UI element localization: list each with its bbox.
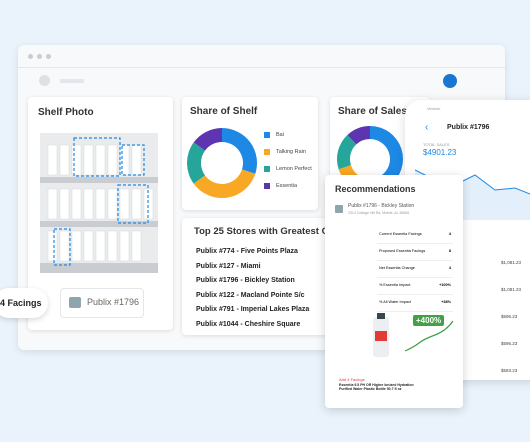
legend-swatch <box>264 132 270 138</box>
metric-value: +100% <box>439 283 451 287</box>
legend-label: Lemon Perfect <box>276 166 312 172</box>
store-row: Publix #1796 - Bickley Station <box>196 277 295 285</box>
store-row: Publix #1044 - Cheshire Square <box>196 320 301 328</box>
impact: +400% <box>413 315 445 326</box>
card-title: Share of Sales <box>338 106 407 117</box>
legend-swatch <box>264 149 270 155</box>
donut <box>187 128 257 198</box>
action: Add 4 Facings <box>339 377 365 382</box>
logo <box>39 75 50 86</box>
amount: $1,081.23 <box>501 287 522 292</box>
store-name: Publix #1796 - Bickley Station <box>348 203 415 209</box>
store-icon <box>335 205 343 213</box>
metric-label: % All Water Impact <box>379 300 411 304</box>
avatar[interactable] <box>443 74 457 88</box>
donut-slice <box>222 128 257 174</box>
metric-label: Net Essentia Change <box>379 266 415 270</box>
store-row: Publix #127 - Miami <box>196 262 261 270</box>
amount: $596.23 <box>501 314 518 319</box>
store-row: Publix #774 - Five Points Plaza <box>196 248 298 255</box>
metric-value: 8 <box>448 249 451 253</box>
amount-list: $1,081.23 $1,081.23 $596.23 $596.23 $593.23 <box>501 260 521 380</box>
store-row: Publix #122 - Macland Pointe S/c <box>196 291 305 299</box>
dot <box>28 54 33 59</box>
store-row: Publix #791 - Imperial Lakes Plaza <box>196 306 310 314</box>
sales-label: TOTAL SALES <box>423 142 450 147</box>
store-label: Publix #1796 <box>87 297 140 307</box>
sales-value: $4901.23 <box>423 148 457 157</box>
dot <box>46 54 51 59</box>
donut-slice <box>347 126 370 145</box>
shelf-board <box>40 221 158 227</box>
metric-row: % Essentia Impact +100% <box>377 278 453 295</box>
shelf-card: Shelf Photo Publix #1796 <box>28 97 173 330</box>
donut-slice <box>193 128 222 151</box>
card-title: Shelf Photo <box>38 107 94 118</box>
trend <box>404 320 454 352</box>
card-title: Top 25 Stores with Greatest Op <box>194 226 332 237</box>
panel-title: Recommendations <box>335 184 416 194</box>
nav <box>60 79 84 83</box>
donut-slice <box>370 126 403 186</box>
shelf-image <box>40 133 158 273</box>
shelf-board <box>40 177 158 183</box>
metric-value: +38% <box>441 300 451 304</box>
donut-slice <box>337 134 357 170</box>
product: Essentia 9.5 PH OR Higher Ionized Hydrat… <box>339 383 414 391</box>
carrier: Verizon <box>427 106 441 111</box>
legend-label: Talking Rain <box>276 149 306 155</box>
amount: $596.23 <box>501 341 518 346</box>
metric-label: Proposed Essentia Facings <box>379 249 426 253</box>
divider <box>18 67 505 68</box>
facings-label: 4 Facings <box>0 298 42 308</box>
metric-value: 4 <box>448 232 451 236</box>
product-visual <box>373 313 454 357</box>
bottles <box>47 144 154 262</box>
cap <box>377 313 385 319</box>
store-address: 2314 Cottage Hill Rd, Mobile, AL 36606 <box>348 211 410 215</box>
phone-title: Publix #1796 <box>447 124 490 131</box>
legend-label: Essentia <box>276 183 298 189</box>
metric-row: Net Essentia Change 4 <box>377 261 453 278</box>
donut-slice <box>193 169 256 198</box>
metric-row: % All Water Impact +38% <box>377 295 453 312</box>
amount: $593.23 <box>501 368 518 373</box>
metric-label: Current Essentia Facings <box>379 232 422 236</box>
detect-boxes <box>53 137 149 266</box>
legend-swatch <box>264 183 270 189</box>
store-icon <box>69 297 81 308</box>
legend-label: Bai <box>276 132 284 138</box>
metric-row: Current Essentia Facings 4 <box>377 227 453 244</box>
share-shelf-card: Share of Shelf Bai Talking Rain Lemon Perf… <box>182 97 318 210</box>
store-list: Publix #774 - Five Points Plaza Publix #1… <box>196 248 309 335</box>
back[interactable]: ‹ <box>425 122 429 133</box>
dot <box>37 54 42 59</box>
metric-value: 4 <box>448 266 451 270</box>
metrics: Current Essentia Facings 4 Proposed Essent… <box>377 227 453 312</box>
amount: $1,081.23 <box>501 260 522 265</box>
facings-pill: 4 Facings <box>0 288 48 318</box>
metric-label: % Essentia Impact <box>379 283 411 287</box>
card-title: Share of Shelf <box>190 106 258 117</box>
label <box>375 331 387 341</box>
legend-swatch <box>264 166 270 172</box>
store-pill[interactable]: Publix #1796 <box>60 288 144 318</box>
metric-row: Proposed Essentia Facings 8 <box>377 244 453 261</box>
top-stores-card: Top 25 Stores with Greatest Op Publix #7… <box>182 218 332 335</box>
donut-slice <box>187 142 206 184</box>
recommendations-panel: Recommendations Publix #1796 - Bickley S… <box>325 175 463 408</box>
shelf-board <box>40 263 158 273</box>
